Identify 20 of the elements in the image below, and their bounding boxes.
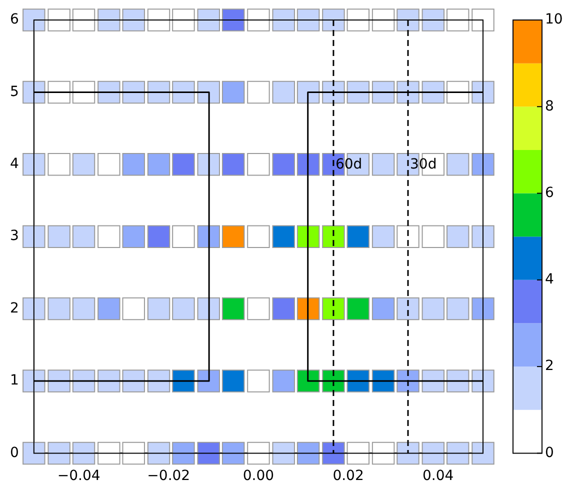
color-bar-label: 2 [545,358,554,374]
color-bar-label: 0 [545,444,554,461]
y-tick-label: 0 [10,444,19,461]
ref-line-label: 30d [410,156,437,172]
y-tick-label: 2 [10,300,19,316]
color-bar-label: 8 [545,98,554,114]
x-tick-label: −0.04 [57,468,100,484]
y-tick-label: 5 [10,84,19,100]
ref-line-label: 60d [335,156,362,172]
y-tick-label: 6 [10,12,19,28]
y-tick-label: 1 [10,372,19,389]
y-tick-label: 3 [10,228,19,244]
x-tick-label: 0.02 [332,468,364,484]
color-bar-label: 4 [545,272,554,288]
x-tick-label: 0.00 [242,468,274,484]
color-bar-label: 10 [545,12,563,28]
y-tick-label: 4 [10,156,19,172]
x-tick-label: −0.02 [147,468,190,484]
x-tick-label: 0.04 [422,468,454,484]
color-bar-label: 6 [545,184,554,201]
